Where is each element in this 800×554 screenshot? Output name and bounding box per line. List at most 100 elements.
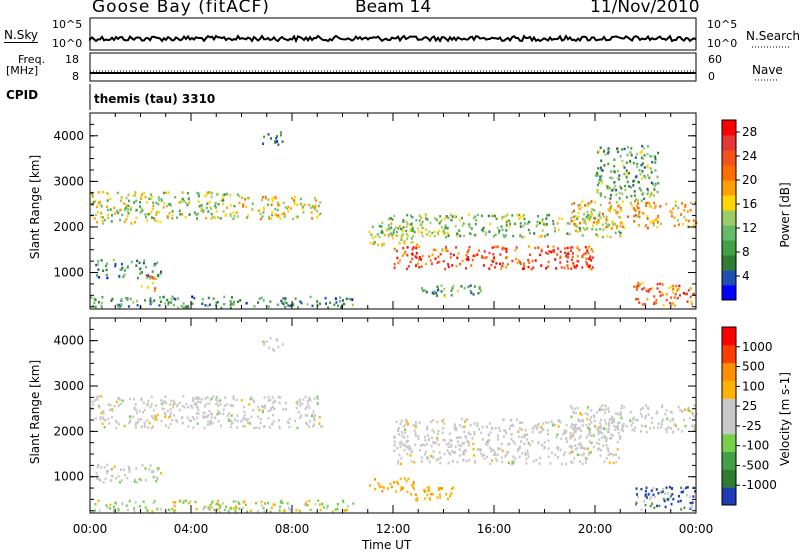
y-tick-label: 1000	[53, 266, 84, 280]
colorbar-swatch	[722, 225, 736, 241]
y-tick-label: 2000	[53, 220, 84, 234]
scatter-region	[633, 281, 695, 307]
colorbar-swatch	[722, 120, 736, 136]
y-tick-label: 3000	[53, 379, 84, 393]
colorbar-tick-label: -1000	[742, 478, 777, 492]
colorbar-swatch	[722, 285, 736, 301]
colorbar-swatch	[722, 344, 736, 364]
x-tick-label: 04:00	[174, 522, 209, 536]
colorbar-swatch	[722, 380, 736, 399]
colorbar-swatch	[722, 469, 736, 488]
colorbar-tick-label: 1000	[742, 340, 773, 354]
x-tick-label: 12:00	[376, 522, 411, 536]
x-tick-label: 16:00	[477, 522, 512, 536]
colorbar-swatch	[722, 165, 736, 181]
colorbar-tick-label: -100	[742, 439, 769, 453]
scatter-region	[393, 245, 594, 271]
scatter-region	[140, 274, 157, 292]
colorbar-swatch	[722, 433, 736, 453]
colorbar-swatch	[722, 398, 736, 417]
scatter-region	[165, 191, 244, 220]
colorbar-swatch	[722, 487, 736, 506]
nave-label: Nave	[752, 63, 783, 77]
scatter-region	[262, 336, 284, 352]
colorbar-frame	[721, 326, 737, 506]
scatter-region	[91, 499, 355, 514]
colorbar-tick-label: -500	[742, 458, 769, 472]
colorbar-tick-label: 24	[742, 149, 757, 163]
colorbar-swatch	[722, 270, 736, 286]
colorbar-swatch	[722, 362, 736, 381]
colorbar-swatch	[722, 416, 736, 435]
colorbar-swatch	[722, 195, 736, 211]
colorbar-swatch	[722, 135, 736, 151]
nsky-panel	[89, 17, 697, 51]
y-tick-label: 3000	[53, 174, 84, 188]
colorbar-tick-label: -25	[742, 419, 762, 433]
y-tick-label: 1000	[53, 470, 84, 484]
cpid-value: themis (tau) 3310	[94, 92, 216, 106]
y-tick-label: 4000	[53, 129, 84, 143]
colorbar-tick-label: 500	[742, 360, 765, 374]
scatter-region	[90, 190, 167, 225]
nave-tick-bottom: 0	[708, 70, 715, 83]
colorbar-swatch	[722, 180, 736, 196]
colorbar-tick-label: 16	[742, 197, 757, 211]
x-tick-label: 08:00	[275, 522, 310, 536]
colorbar-frame	[721, 119, 737, 301]
colorbar-tick-label: 20	[742, 173, 757, 187]
colorbar-tick-label: 8	[742, 245, 750, 259]
nsearch-tick-top: 10^5	[707, 18, 738, 31]
scatter-region	[242, 195, 322, 221]
colorbar-swatch	[722, 240, 736, 256]
scatter-region	[380, 213, 622, 239]
freq-unit: [MHz]	[6, 64, 39, 77]
scatter-region	[421, 284, 482, 298]
freq-tick-top: 18	[65, 53, 79, 66]
freq-tick-bottom: 8	[72, 70, 79, 83]
plot-frame	[89, 317, 697, 514]
scatter-region	[635, 485, 696, 511]
scatter-region	[90, 295, 354, 310]
scatter-region	[569, 404, 698, 434]
y-tick-label: 2000	[53, 424, 84, 438]
colorbar-swatch	[722, 210, 736, 226]
scatter-region	[406, 486, 455, 502]
nsky-trace	[89, 34, 697, 44]
freq-panel	[89, 52, 697, 82]
colorbar-swatch	[722, 255, 736, 271]
freq-label: Freq.	[18, 53, 46, 66]
nave-tick-top: 60	[708, 53, 722, 66]
date-title: 11/Nov/2010	[590, 0, 700, 17]
scatter-region	[90, 395, 324, 430]
colorbar-swatch	[722, 327, 736, 346]
scatter-region	[570, 199, 698, 230]
nsky-tick-bottom: 10^0	[52, 37, 83, 50]
x-tick-label: 00:00	[73, 522, 108, 536]
time-xlabel: Time UT	[362, 538, 412, 552]
x-tick-label: 20:00	[578, 522, 613, 536]
nsky-tick-top: 10^5	[52, 18, 83, 31]
scatter-region	[369, 477, 415, 493]
y-tick-label: 4000	[53, 334, 84, 348]
x-tick-label: 00:00	[679, 522, 714, 536]
nsearch-label: N.Search	[746, 29, 800, 43]
colorbar-tick-label: 25	[742, 399, 757, 413]
scatter-region	[393, 417, 622, 466]
scatter-region	[95, 463, 163, 484]
beam-title: Beam 14	[355, 0, 432, 17]
nsearch-tick-bottom: 10^0	[707, 37, 738, 50]
station-title: Goose Bay (fitACF)	[92, 0, 270, 17]
colorbar-swatch	[722, 150, 736, 166]
colorbar-tick-label: 28	[742, 125, 757, 139]
cpid-label: CPID	[6, 88, 39, 102]
colorbar-tick-label: 4	[742, 269, 750, 283]
scatter-region	[595, 144, 660, 202]
scatter-region	[262, 131, 284, 146]
nsky-label: N.Sky	[4, 28, 39, 43]
plot-frame	[89, 112, 697, 310]
colorbar-swatch	[722, 451, 736, 470]
colorbar-tick-label: 12	[742, 221, 757, 235]
colorbar-tick-label: 100	[742, 379, 765, 393]
